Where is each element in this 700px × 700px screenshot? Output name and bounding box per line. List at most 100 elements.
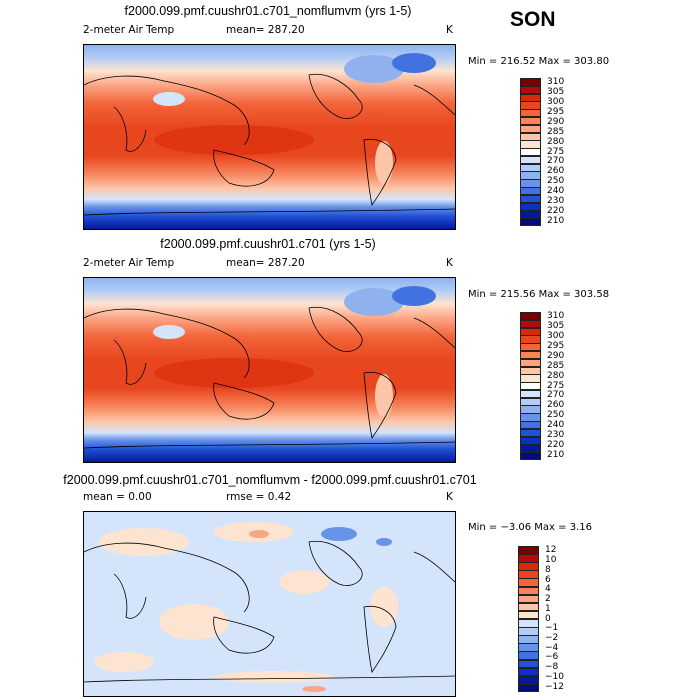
colorbar-swatch [520, 202, 541, 211]
colorbar-tick-label: 310 [547, 77, 565, 88]
andes-cool-region [375, 141, 393, 185]
colorbar-swatch [520, 366, 541, 375]
colorbar-swatch [520, 436, 541, 445]
colorbar-swatch [520, 101, 541, 110]
colorbar-tick-label: 290 [547, 116, 565, 127]
colorbar-tick-label: 230 [547, 195, 565, 206]
panel-3-colorbar: 12 10 8 6 4 2 1 0 −1 −2 −4 −6 −8 −10 −12 [518, 545, 628, 693]
panel-2-minmax: Min = 215.56 Max = 303.58 [468, 289, 610, 300]
colorbar-swatch [520, 413, 541, 422]
negative-anomaly-regions [321, 527, 392, 546]
colorbar-swatch [520, 382, 541, 391]
polar-cold-region [344, 55, 404, 83]
colorbar-tick-label: 1 [545, 603, 551, 614]
colorbar-tick-label: 12 [545, 545, 557, 556]
colorbar-tick-label: 0 [545, 613, 551, 624]
colorbar-tick-label: 8 [545, 564, 551, 575]
colorbar-tick-label: 240 [547, 185, 565, 196]
panel-2-title: f2000.099.pmf.cuushr01.c701 (yrs 1-5) [160, 237, 376, 251]
colorbar-swatch [520, 140, 541, 149]
colorbar-tick-label: 305 [547, 87, 565, 98]
colorbar-tick-label: 280 [547, 136, 565, 147]
coastlines [84, 73, 455, 216]
warm-pool-region [154, 358, 314, 388]
andes-cool-region [375, 374, 393, 418]
colorbar-swatch [520, 452, 541, 461]
colorbar-tick-label: 275 [547, 146, 565, 157]
colorbar-tick-label: 280 [547, 370, 565, 381]
colorbar-tick-label: −8 [545, 662, 559, 673]
colorbar-tick-label: 290 [547, 350, 565, 361]
colorbar-tick-label: −12 [545, 681, 564, 692]
panel-2-variable: 2-meter Air Temp [83, 257, 175, 269]
colorbar-tick-label: 4 [545, 584, 551, 595]
panel-1-colorbar: 310 305 300 295 290 285 280 275 270 260 250 240 230 2… [520, 77, 630, 227]
plateau-cold-region [153, 92, 185, 106]
colorbar-swatch [520, 319, 541, 329]
colorbar-tick-label: 250 [547, 410, 565, 421]
colorbar-swatch [520, 335, 541, 344]
colorbar-tick-label: 240 [547, 419, 565, 430]
colorbar-swatch [520, 350, 541, 360]
colorbar-tick-label: 295 [547, 107, 565, 118]
colorbar-swatch [520, 444, 541, 453]
polar-cold-region [344, 288, 404, 316]
panel-1-variable: 2-meter Air Temp [83, 24, 175, 36]
season-label: SON [510, 8, 556, 31]
strong-positive-anomaly-regions [249, 530, 326, 692]
colorbar-tick-label: 260 [547, 166, 565, 177]
colorbar-tick-label: 230 [547, 429, 565, 440]
colorbar-tick-label: −1 [545, 623, 559, 634]
panel-1-title: f2000.099.pmf.cuushr01.c701_nomflumvm (y… [124, 4, 412, 18]
colorbar-tick-label: −4 [545, 642, 559, 653]
colorbar-tick-label: −6 [545, 652, 559, 663]
colorbar-tick-label: 310 [547, 311, 565, 322]
panel-3-title: f2000.099.pmf.cuushr01.c701_nomflumvm - … [63, 473, 477, 487]
colorbar-tick-label: 220 [547, 439, 565, 450]
polar-cold-region [392, 53, 436, 73]
colorbar-tick-label: 300 [547, 331, 565, 342]
warm-pool-region [154, 125, 314, 155]
plateau-cold-region [153, 325, 185, 339]
colorbar-swatch [520, 210, 541, 219]
colorbar-swatch [520, 397, 541, 406]
panel-2-colorbar: 310 305 300 295 290 285 280 275 270 260 250 240 230 2… [520, 311, 630, 461]
colorbar-tick-label: 270 [547, 156, 565, 167]
panel-3-unit: K [446, 491, 453, 503]
colorbar-swatch [520, 93, 541, 102]
colorbar-tick-label: 250 [547, 176, 565, 187]
colorbar-tick-label: 210 [547, 449, 565, 460]
colorbar-tick-label: 2 [545, 594, 551, 605]
colorbar-swatch [520, 85, 541, 95]
colorbar-tick-label: 305 [547, 321, 565, 332]
panel-2-mean: mean= 287.20 [226, 257, 305, 269]
panel-3-rmse: rmse = 0.42 [226, 491, 292, 503]
colorbar-swatch [520, 343, 541, 352]
colorbar-swatch [520, 132, 541, 141]
coastlines [84, 540, 455, 683]
colorbar-tick-label: 260 [547, 400, 565, 411]
colorbar-tick-label: 285 [547, 126, 565, 137]
panel-3-map [83, 511, 456, 697]
panel-1-map [83, 44, 456, 230]
colorbar-swatch [520, 358, 541, 368]
colorbar-swatch [520, 405, 541, 414]
panel-1-mean: mean= 287.20 [226, 24, 305, 36]
colorbar-swatch [520, 163, 541, 172]
colorbar-swatch [520, 171, 541, 180]
colorbar-tick-label: 10 [545, 555, 557, 566]
colorbar-swatch [520, 389, 541, 399]
colorbar-tick-label: 295 [547, 341, 565, 352]
colorbar-tick-label: 270 [547, 390, 565, 401]
panel-1-unit: K [446, 24, 453, 36]
colorbar-swatch [520, 428, 541, 438]
colorbar-swatch [520, 116, 541, 126]
colorbar-tick-label: −2 [545, 632, 559, 643]
colorbar-swatch [520, 421, 541, 430]
coastlines [84, 306, 455, 449]
colorbar-tick-label: 275 [547, 380, 565, 391]
colorbar-tick-label: 300 [547, 97, 565, 108]
colorbar-swatch [520, 218, 541, 227]
colorbar-swatch [520, 179, 541, 188]
colorbar-swatch [520, 124, 541, 134]
